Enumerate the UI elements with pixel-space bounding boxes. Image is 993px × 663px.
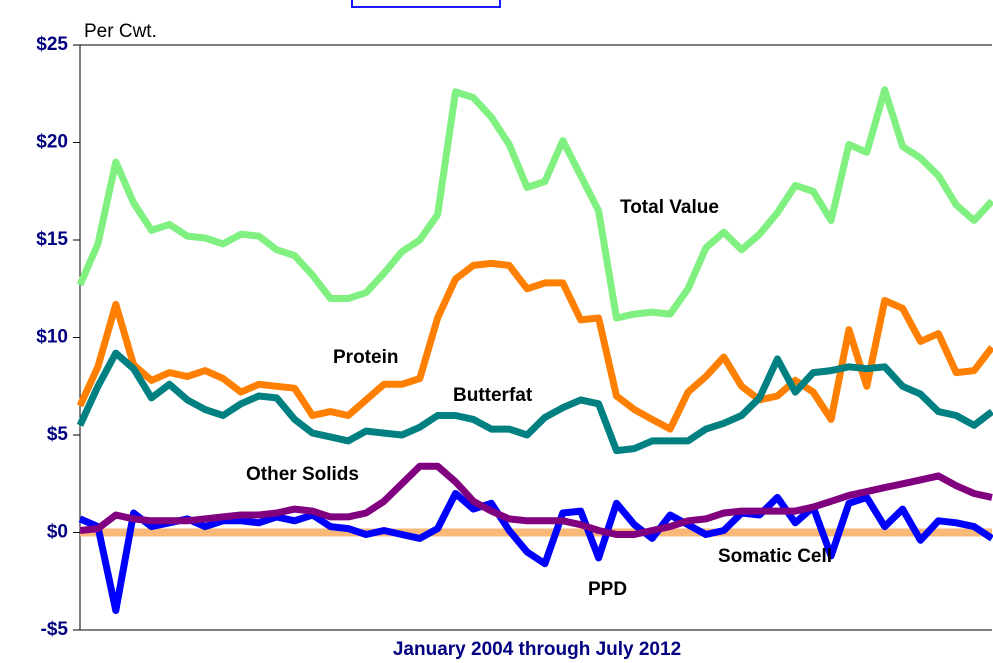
series-label: Somatic Cell [718, 546, 832, 567]
y-tick-label: $25 [36, 34, 68, 55]
series-label: PPD [588, 579, 627, 600]
y-tick-label: -$5 [41, 619, 69, 640]
x-axis-label: January 2004 through July 2012 [393, 639, 681, 660]
y-axis-label: Per Cwt. [84, 21, 157, 42]
y-tick-label: $5 [47, 424, 69, 445]
y-tick-label: $15 [36, 229, 68, 250]
series-label: Other Solids [246, 464, 359, 485]
header-box [351, 0, 501, 8]
series-line [79, 462, 993, 538]
series-line [76, 349, 993, 455]
series-line [76, 86, 993, 322]
series-label: Protein [333, 347, 398, 368]
series-line [76, 259, 993, 433]
y-tick-label: $0 [47, 522, 68, 543]
series-label: Butterfat [453, 385, 533, 406]
series-label: Total Value [620, 197, 719, 218]
series-line [78, 490, 993, 614]
y-tick-label: $10 [36, 327, 68, 348]
y-tick-label: $20 [36, 132, 68, 153]
